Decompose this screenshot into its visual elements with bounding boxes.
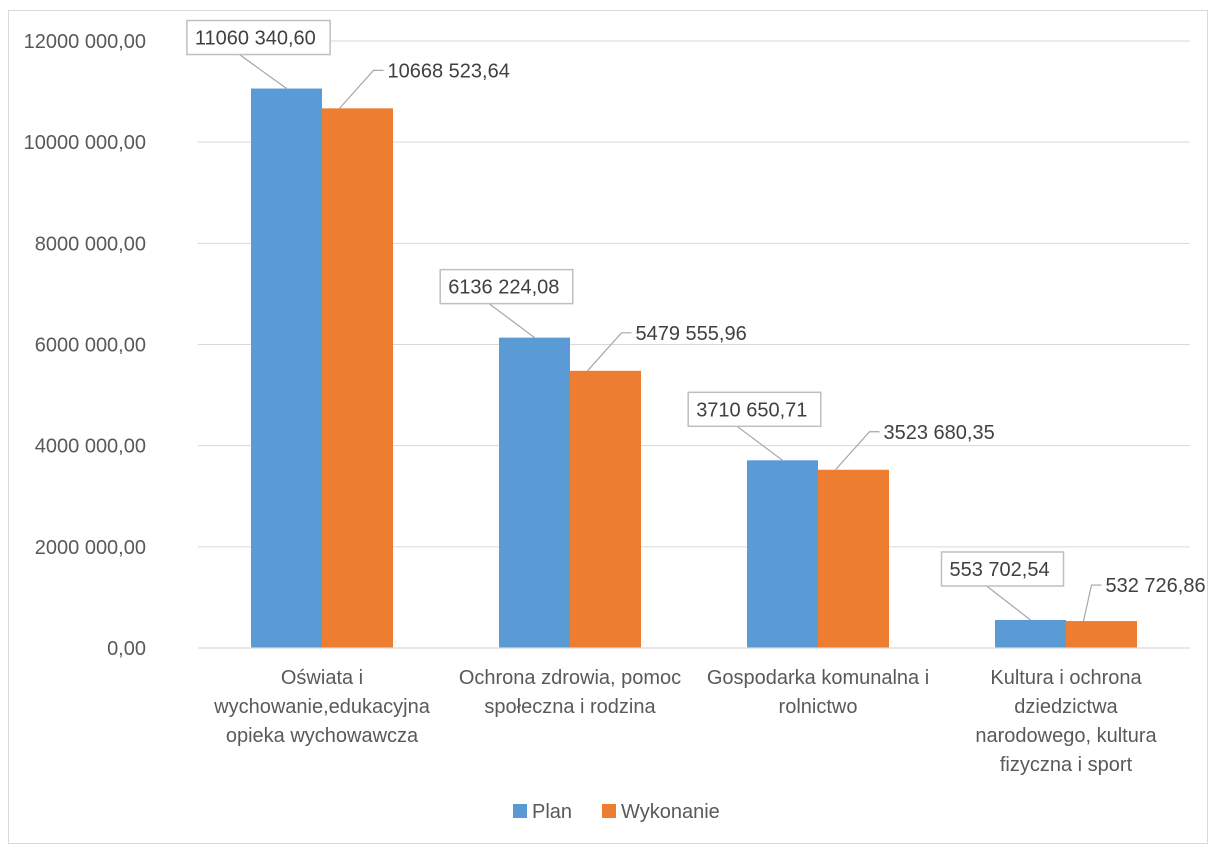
y-tick-label: 12000 000,00	[24, 31, 146, 53]
bar-wykonanie	[1066, 621, 1137, 648]
bar-wykonanie	[322, 108, 393, 648]
legend-label-plan: Plan	[532, 801, 572, 823]
data-label-wykonanie: 10668 523,64	[388, 60, 510, 82]
data-label-box	[186, 19, 331, 56]
x-tick-label: Oświata i wychowanie,edukacyjna opieka wyc…	[213, 667, 431, 747]
x-axis: Oświata i wychowanie,edukacyjna opieka wyc…	[198, 647, 1190, 776]
leader-line	[986, 585, 1031, 621]
leader-line	[488, 303, 535, 339]
bars	[251, 88, 1137, 648]
data-label-box	[439, 268, 574, 305]
x-tick-label: Gospodarka komunalna i rolnictwo	[707, 667, 929, 718]
bar-plan	[499, 337, 570, 648]
y-tick-label: 8000 000,00	[35, 233, 146, 255]
data-label-wykonanie: 3523 680,35	[884, 422, 995, 444]
bar-wykonanie	[570, 370, 641, 648]
data-labels: 11060 340,60 6136 224,08 3710 650,71 553 70…	[186, 19, 1206, 597]
legend-label-wykonanie: Wykonanie	[621, 801, 720, 823]
data-label-box	[940, 551, 1065, 587]
leader-line	[835, 431, 880, 471]
data-label-plan: 553 702,54	[950, 559, 1050, 581]
leader-line	[339, 69, 384, 109]
data-label-wykonanie: 5479 555,96	[636, 323, 747, 345]
leader-line	[1082, 584, 1102, 622]
leader-line	[587, 332, 632, 372]
data-label-plan: 3710 650,71	[696, 399, 807, 421]
bar-plan	[251, 88, 322, 648]
bar-wykonanie	[818, 469, 889, 648]
bar-plan	[747, 460, 818, 648]
leader-line	[239, 54, 287, 90]
y-tick-label: 4000 000,00	[35, 436, 146, 458]
leader-line	[736, 425, 783, 461]
leader-lines	[239, 54, 1102, 622]
y-tick-label: 0,00	[107, 638, 146, 660]
data-label-plan: 11060 340,60	[195, 28, 316, 50]
bar-plan	[995, 619, 1066, 648]
data-label-box	[687, 391, 822, 428]
x-tick-label: Kultura i ochrona dziedzictwa narodowego, …	[975, 667, 1157, 776]
legend: Plan Wykonanie	[513, 801, 720, 823]
legend-swatch-plan	[513, 804, 527, 818]
legend-swatch-wykonanie	[602, 804, 616, 818]
y-axis: 0,00 2000 000,00 4000 000,00 6000 000,00 800…	[24, 31, 146, 660]
y-tick-label: 10000 000,00	[24, 132, 146, 154]
x-tick-label: Ochrona zdrowia, pomoc społeczna i rodzin…	[459, 667, 681, 718]
y-tick-label: 2000 000,00	[35, 537, 146, 559]
data-label-wykonanie: 532 726,86	[1106, 575, 1206, 597]
y-tick-label: 6000 000,00	[35, 335, 146, 357]
data-label-plan: 6136 224,08	[448, 277, 559, 299]
